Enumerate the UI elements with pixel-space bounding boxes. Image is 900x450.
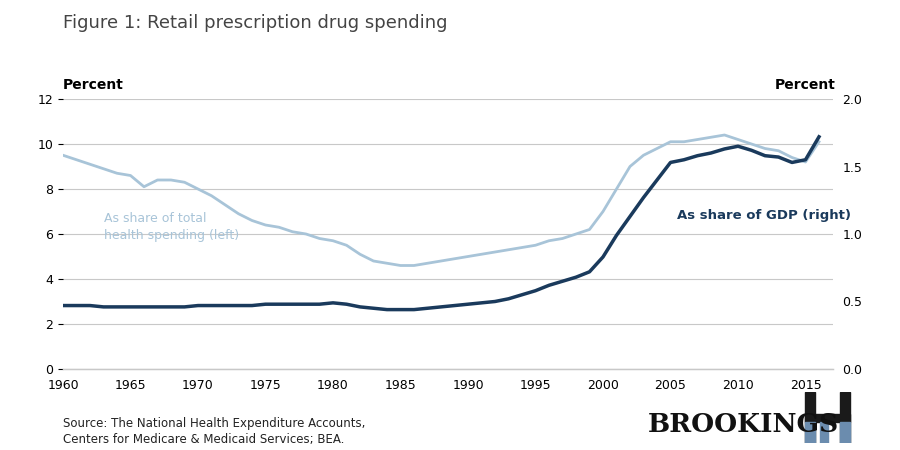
- Text: Percent: Percent: [774, 78, 835, 92]
- Bar: [806, 414, 850, 422]
- Bar: [840, 422, 850, 443]
- Text: Figure 1: Retail prescription drug spending: Figure 1: Retail prescription drug spend…: [63, 14, 447, 32]
- Bar: [806, 422, 815, 443]
- Text: As share of total
health spending (left): As share of total health spending (left): [104, 212, 239, 243]
- Text: BROOKINGS: BROOKINGS: [648, 411, 839, 436]
- Text: Source: The National Health Expenditure Accounts,
Centers for Medicare & Medicai: Source: The National Health Expenditure …: [63, 418, 365, 446]
- Bar: [820, 422, 828, 443]
- Bar: [840, 392, 850, 443]
- Text: Percent: Percent: [63, 78, 124, 92]
- Bar: [806, 392, 815, 443]
- Text: As share of GDP (right): As share of GDP (right): [678, 210, 851, 222]
